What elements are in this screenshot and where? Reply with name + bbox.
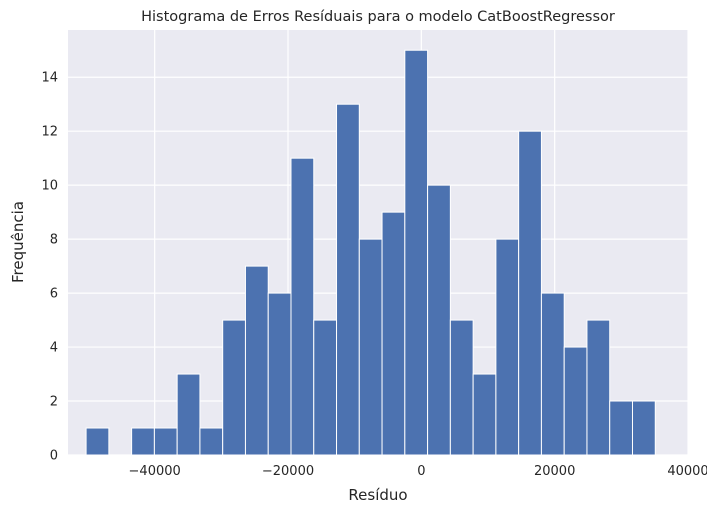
histogram-bar xyxy=(290,157,315,456)
histogram-bar xyxy=(404,49,429,456)
histogram-bar xyxy=(176,373,201,456)
histogram-bar xyxy=(222,319,246,456)
x-tick-label: 20000 xyxy=(534,464,575,479)
histogram-bar xyxy=(563,346,588,456)
histogram-bar xyxy=(427,184,451,456)
histogram-bar xyxy=(199,427,224,456)
histogram-bar xyxy=(586,319,611,456)
y-tick-label: 12 xyxy=(41,125,58,140)
histogram-bar xyxy=(495,238,520,456)
x-tick-label: 40000 xyxy=(667,464,707,479)
y-axis-label: Frequência xyxy=(9,201,27,283)
y-tick-label: 14 xyxy=(41,71,58,86)
x-tick-label: −20000 xyxy=(262,464,314,479)
x-axis-label: Resíduo xyxy=(348,486,407,504)
histogram-bar xyxy=(518,130,542,456)
x-tick-label: −40000 xyxy=(129,464,181,479)
histogram-bar xyxy=(540,292,565,456)
histogram-bar xyxy=(267,292,292,456)
histogram-bar xyxy=(358,238,383,456)
histogram-bar xyxy=(244,265,269,456)
histogram-bar xyxy=(609,400,633,456)
histogram-bar xyxy=(153,427,178,456)
y-tick-label: 4 xyxy=(50,341,58,356)
y-tick-label: 6 xyxy=(50,287,58,302)
y-tick-labels: 0 2 4 6 8 10 12 14 xyxy=(41,71,58,464)
histogram-bar xyxy=(313,319,338,456)
histogram-bar xyxy=(336,103,360,456)
histogram-bar xyxy=(381,211,406,456)
bars-group xyxy=(85,49,656,456)
chart-title: Histograma de Erros Resíduais para o mod… xyxy=(141,9,615,25)
y-tick-label: 2 xyxy=(50,395,58,410)
histogram-bar xyxy=(85,427,110,456)
x-tick-labels: −40000 −20000 0 20000 40000 xyxy=(129,464,707,479)
histogram-bar xyxy=(449,319,474,456)
histogram-bar xyxy=(472,373,497,456)
x-tick-label: 0 xyxy=(417,464,425,479)
histogram-bar xyxy=(631,400,656,456)
histogram-bar xyxy=(131,427,155,456)
y-tick-label: 0 xyxy=(50,449,58,464)
y-tick-label: 10 xyxy=(41,179,58,194)
y-tick-label: 8 xyxy=(50,233,58,248)
